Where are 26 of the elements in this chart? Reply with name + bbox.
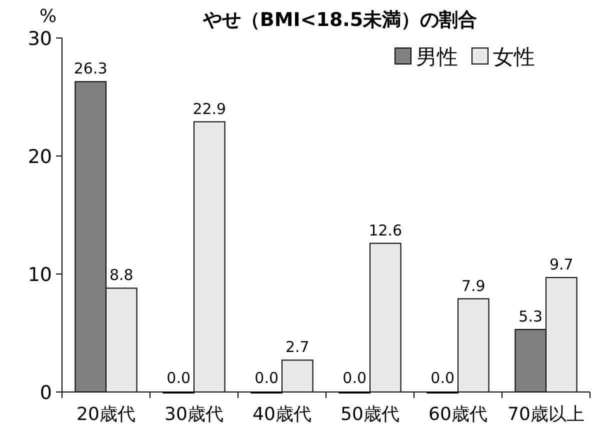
x-tick-label: 20歳代 — [76, 404, 136, 425]
x-tick-label: 30歳代 — [164, 404, 224, 425]
data-label: 0.0 — [342, 369, 367, 387]
y-tick-label: 20 — [28, 146, 52, 168]
data-label: 5.3 — [518, 307, 543, 326]
data-label: 22.9 — [192, 100, 226, 118]
x-tick-label: 60歳代 — [428, 404, 488, 425]
data-label: 26.3 — [74, 60, 108, 78]
chart-title: やせ（BMI<18.5未満）の割合 — [202, 9, 478, 31]
data-label: 9.7 — [549, 256, 574, 274]
y-tick-label: 0 — [40, 382, 52, 404]
x-tick-label: 50歳代 — [340, 404, 400, 425]
data-label: 2.7 — [285, 338, 310, 356]
y-axis-title: % — [39, 6, 57, 27]
data-label: 7.9 — [461, 276, 486, 295]
data-label: 0.0 — [430, 369, 455, 387]
data-label: 0.0 — [166, 369, 191, 387]
data-label: 0.0 — [254, 369, 279, 387]
data-label: 8.8 — [109, 266, 134, 284]
legend-label: 男性 — [416, 45, 458, 69]
legend-label: 女性 — [493, 45, 535, 69]
x-tick-label: 70歳以上 — [508, 404, 584, 425]
x-tick-label: 40歳代 — [252, 404, 312, 425]
y-tick-label: 30 — [28, 28, 52, 50]
data-label: 12.6 — [368, 221, 402, 240]
y-tick-label: 10 — [28, 264, 52, 286]
